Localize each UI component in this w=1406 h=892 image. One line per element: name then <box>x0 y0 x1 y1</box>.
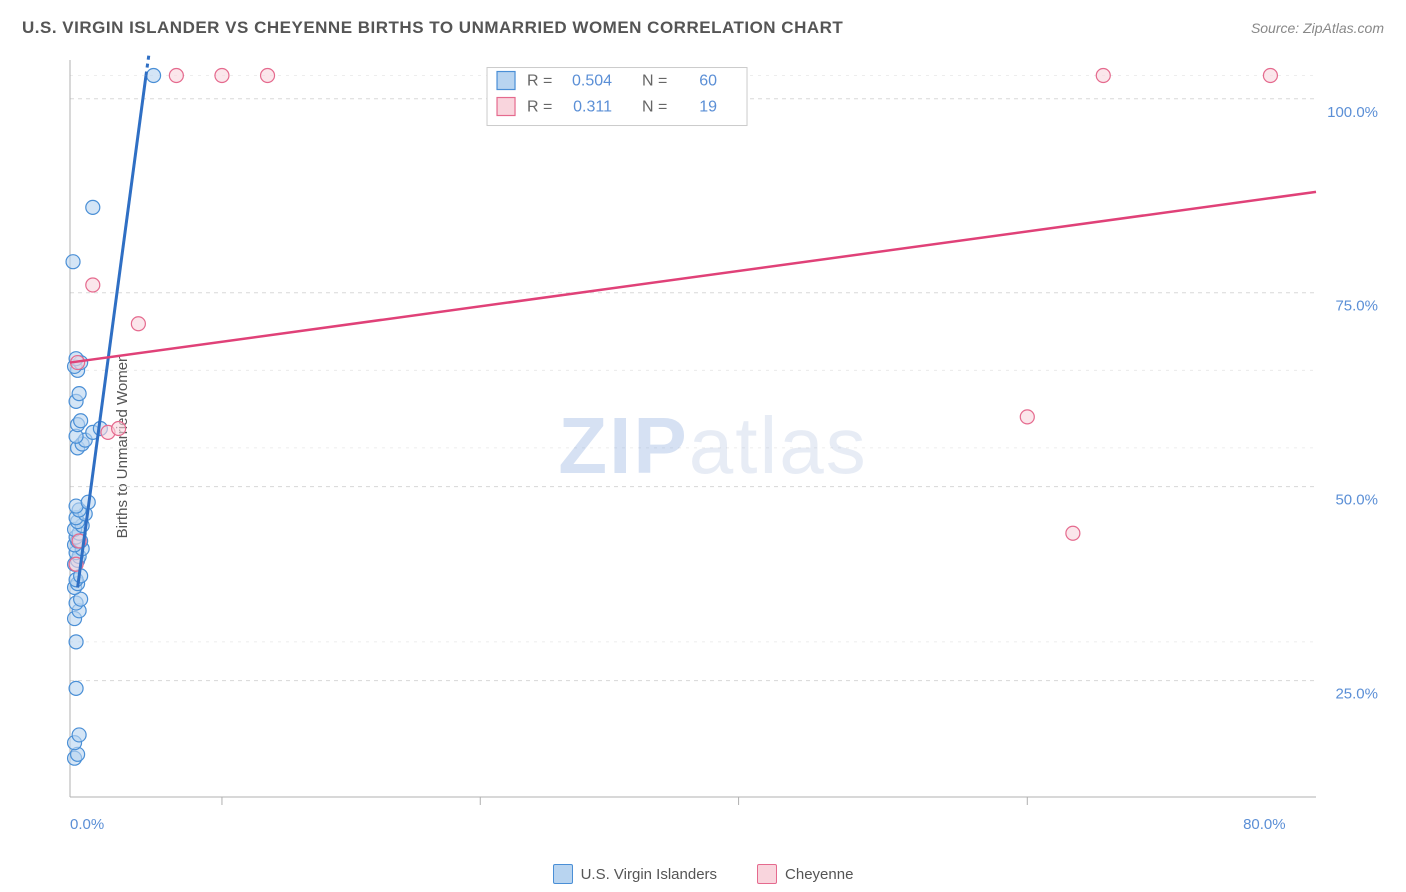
legend: U.S. Virgin Islanders Cheyenne <box>0 864 1406 884</box>
svg-text:100.0%: 100.0% <box>1327 104 1378 121</box>
legend-item: U.S. Virgin Islanders <box>553 864 717 884</box>
source-label: Source: ZipAtlas.com <box>1251 20 1384 36</box>
svg-text:25.0%: 25.0% <box>1335 686 1378 703</box>
svg-text:75.0%: 75.0% <box>1335 298 1378 315</box>
svg-text:60: 60 <box>699 73 717 90</box>
legend-swatch <box>553 864 573 884</box>
header: U.S. VIRGIN ISLANDER VS CHEYENNE BIRTHS … <box>0 0 1406 38</box>
legend-label: U.S. Virgin Islanders <box>581 866 717 883</box>
svg-text:19: 19 <box>699 99 717 116</box>
chart-title: U.S. VIRGIN ISLANDER VS CHEYENNE BIRTHS … <box>22 18 843 38</box>
legend-swatch <box>757 864 777 884</box>
svg-text:R =: R = <box>527 99 552 116</box>
svg-text:50.0%: 50.0% <box>1335 492 1378 509</box>
svg-text:0.504: 0.504 <box>572 73 612 90</box>
legend-item: Cheyenne <box>757 864 853 884</box>
svg-text:80.0%: 80.0% <box>1243 816 1286 833</box>
chart-area: Births to Unmarried Women 0.0%80.0%25.0%… <box>40 55 1386 837</box>
svg-text:0.0%: 0.0% <box>70 816 104 833</box>
scatter-plot: 0.0% 80.0% 25.0% 50.0% 75.0% 100.0% R = 0.504 N … <box>60 55 1386 837</box>
svg-text:R =: R = <box>527 73 552 90</box>
svg-text:N =: N = <box>642 99 667 116</box>
svg-text:0.311: 0.311 <box>573 99 612 116</box>
svg-text:N =: N = <box>642 73 667 90</box>
legend-label: Cheyenne <box>785 866 853 883</box>
